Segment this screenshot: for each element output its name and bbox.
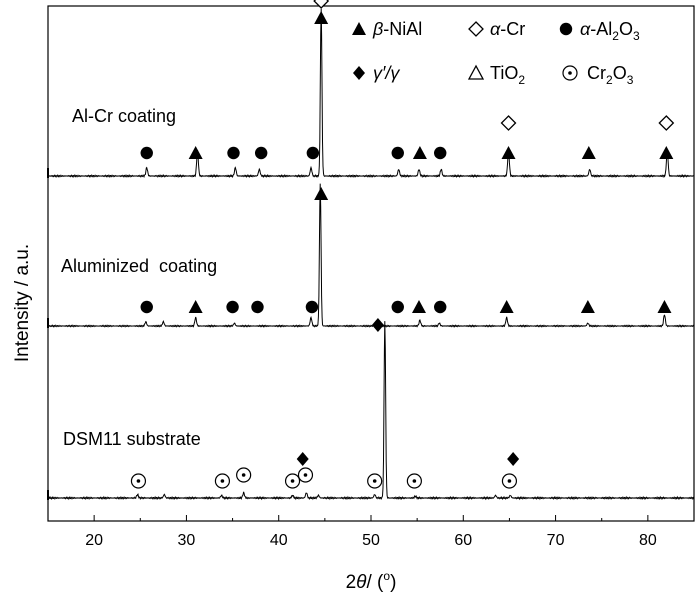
marker-1-11 [657,300,672,313]
legend-label-tio2: TiO2 [490,63,525,87]
legend-symbol-shape-1 [468,21,484,37]
marker-2-1 [214,473,231,489]
legend: β-NiAl α-Cr α-Al2O3 γ′/γ TiO2 Cr2O3 [352,19,640,87]
trace-line-0 [47,8,695,179]
x-tick-label-5: 70 [547,532,565,549]
marker-1-8 [434,300,447,314]
legend-symbol-shape-0 [352,22,366,35]
legend-label-cr2o3: Cr2O3 [587,63,634,87]
marker-1-10 [580,300,595,313]
marker-0-5 [314,11,329,24]
marker-1-1 [188,300,203,313]
marker-0-11 [500,115,517,131]
legend-symbol-alpha-al2o3 [559,22,573,36]
x-tick-label-0: 20 [85,532,103,549]
trace-line-2 [47,321,695,501]
marker-2-0 [130,473,147,489]
marker-1-4 [305,300,319,314]
x-tick-label-4: 60 [454,532,472,549]
marker-0-7 [391,146,404,160]
x-axis-label-theta: θ [356,572,367,593]
marker-2-8 [406,473,422,489]
x-axis-label-sup: o [383,569,390,583]
legend-symbol-shape-4 [467,64,485,80]
marker-2-10 [501,473,518,489]
marker-0-10 [501,146,516,159]
markers-group [130,0,675,489]
series-label-alcr: Al-Cr coating [72,106,176,126]
y-axis-label: Intensity / a.u. [12,244,33,362]
traces-group [47,8,695,501]
legend-symbol-shape-2 [559,22,573,36]
marker-1-6 [391,300,404,314]
legend-symbol-shape-5 [562,65,578,81]
marker-0-4 [306,146,320,160]
legend-symbol-shape-3 [353,66,365,80]
legend-label-gamma-prime: γ′/γ [373,63,400,83]
marker-1-9 [499,300,514,313]
marker-1-7 [411,300,426,313]
marker-1-2 [226,300,239,314]
legend-symbol-tio2 [467,64,485,80]
series-label-dsm11: DSM11 substrate [63,429,201,449]
marker-2-4 [284,473,301,489]
x-tick-label-6: 80 [639,532,657,549]
marker-0-0 [140,146,153,160]
legend-label-beta-nial: β-NiAl [372,19,422,39]
x-axis-label-post: / ( [366,572,384,593]
marker-0-12 [581,146,596,159]
x-tick-label-3: 50 [362,532,380,549]
marker-0-1 [188,146,203,159]
marker-2-9 [507,452,520,466]
marker-0-3 [254,146,268,160]
marker-1-5 [314,187,329,200]
marker-1-0 [140,300,153,314]
marker-2-3 [296,452,309,466]
legend-label-alpha-cr: α-Cr [490,19,525,39]
marker-2-6 [367,473,383,489]
marker-0-2 [227,146,240,160]
x-tick-label-2: 40 [270,532,288,549]
x-ticks-group: 20 30 40 50 60 70 80 [47,515,695,549]
trace-line-1 [47,183,695,328]
legend-symbol-cr2o3 [562,65,578,81]
marker-2-5 [297,467,314,483]
legend-label-alpha-al2o3: α-Al2O3 [580,19,640,43]
marker-0-6 [313,0,330,9]
marker-0-9 [434,146,447,160]
legend-symbol-alpha-cr [468,21,484,37]
legend-symbol-gamma-prime [353,66,365,80]
marker-0-13 [659,146,674,159]
marker-2-2 [236,467,252,483]
x-axis-label-close: ) [390,572,396,593]
marker-0-14 [658,115,675,131]
marker-0-8 [412,146,427,159]
marker-1-3 [251,300,264,314]
marker-2-7 [371,318,384,332]
x-axis-label-pre: 2 [346,572,357,593]
legend-symbol-beta-nial [352,22,366,35]
x-axis-label: 2θ/ (o) [346,569,397,593]
series-label-aluminized: Aluminized coating [61,256,217,276]
x-tick-label-1: 30 [178,532,196,549]
